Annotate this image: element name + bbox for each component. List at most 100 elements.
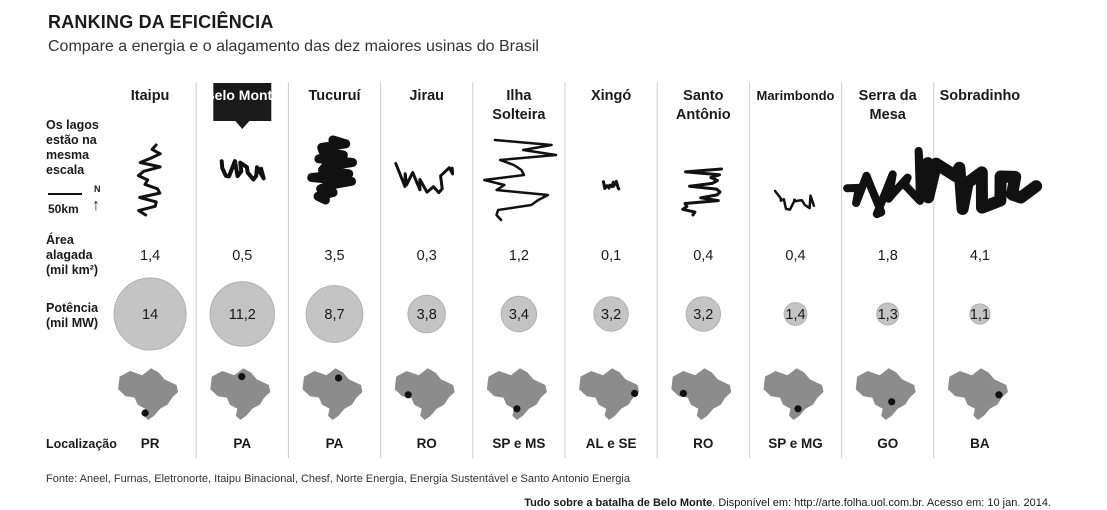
area-value: 0,4	[785, 248, 805, 264]
highlight-box	[213, 83, 272, 121]
brazil-map-icon	[579, 368, 640, 420]
power-value: 1,4	[785, 307, 805, 323]
highlight-pointer	[235, 121, 250, 129]
location-dot	[888, 398, 896, 406]
chart-subtitle: Compare a energia e o alagamento das dez…	[48, 38, 539, 55]
north-label: N	[94, 184, 101, 194]
brazil-map-icon	[671, 368, 732, 420]
location-label: GO	[877, 436, 898, 451]
plant-name-label: Sobradinho	[940, 88, 1021, 104]
plant-name-label: Santo	[683, 88, 723, 104]
area-value: 1,2	[509, 248, 529, 264]
power-row-label: Potência (mil MW)	[46, 301, 99, 330]
plant-name-label: Tucuruí	[308, 88, 361, 104]
power-value: 8,7	[324, 307, 344, 323]
power-value: 3,2	[693, 307, 713, 323]
power-bubble	[407, 294, 446, 334]
location-dot	[238, 373, 246, 381]
lake-shape	[601, 179, 621, 191]
brazil-shape	[394, 368, 455, 420]
brazil-map-icon	[486, 368, 547, 420]
chart-title: RANKING DA EFICIÊNCIA	[48, 12, 274, 32]
power-value: 11,2	[229, 307, 256, 323]
brazil-shape	[671, 368, 732, 420]
scale-line	[48, 193, 82, 195]
plant-name-label: Itaipu	[131, 88, 170, 104]
brazil-shape	[579, 368, 640, 420]
lake-shape	[921, 157, 1043, 215]
source-note: Fonte: Aneel, Furnas, Eletronorte, Itaip…	[46, 473, 630, 485]
plant-name-label: Solteira	[492, 107, 546, 123]
plant-name-label: Mesa	[870, 107, 907, 123]
brazil-map-icon	[302, 368, 363, 420]
brazil-shape	[210, 368, 271, 420]
location-row-label: Localização	[46, 437, 117, 451]
plant-name-label: Belo Monte	[205, 87, 281, 103]
brazil-map-icon	[763, 368, 824, 420]
plant-name-label: Serra da	[859, 88, 918, 104]
lake-shape	[136, 143, 162, 217]
power-bubble	[593, 296, 629, 332]
plant-name-label: Xingó	[591, 88, 631, 104]
power-value: 1,3	[878, 307, 898, 323]
credit-title: Tudo sobre a batalha de Belo Monte	[524, 497, 713, 509]
plant-name-label: Ilha	[506, 88, 532, 104]
brazil-shape	[302, 368, 363, 420]
location-label: AL e SE	[586, 436, 637, 451]
location-dot	[404, 391, 412, 399]
area-value: 0,5	[232, 248, 252, 264]
area-value: 4,1	[970, 248, 990, 264]
brazil-shape	[486, 368, 547, 420]
credit-note: Tudo sobre a batalha de Belo Monte. Disp…	[524, 497, 1051, 509]
location-dot	[513, 405, 521, 413]
lake-shape	[307, 135, 357, 205]
power-bubble	[969, 303, 991, 325]
power-value: 3,2	[601, 307, 621, 323]
power-value: 3,8	[417, 307, 437, 323]
area-value: 0,3	[417, 248, 437, 264]
location-label: RO	[693, 436, 713, 451]
scale-bar: 50km N ↑	[48, 184, 138, 224]
location-label: SP e MS	[492, 436, 545, 451]
power-bubble	[876, 302, 900, 326]
lake-shape	[843, 146, 926, 219]
lake-shape	[681, 167, 723, 217]
area-value: 0,4	[693, 248, 713, 264]
lake-shape	[394, 162, 455, 195]
area-value: 1,4	[140, 248, 160, 264]
location-dot	[334, 374, 343, 382]
power-bubble	[685, 296, 722, 332]
brazil-shape	[947, 368, 1008, 420]
brazil-map-icon	[118, 368, 179, 420]
power-value: 3,4	[509, 307, 529, 323]
location-label: PA	[326, 436, 344, 451]
power-bubble	[305, 285, 364, 343]
brazil-map-icon	[855, 368, 916, 420]
power-value: 14	[142, 307, 158, 323]
brazil-map-icon	[394, 368, 455, 420]
brazil-map-icon	[947, 368, 1008, 420]
location-dot	[141, 409, 149, 417]
area-value: 0,1	[601, 248, 621, 264]
location-label: RO	[417, 436, 437, 451]
credit-rest: . Disponível em: http://arte.folha.uol.c…	[712, 497, 1051, 509]
location-dot	[631, 389, 639, 397]
power-bubble	[500, 295, 538, 333]
power-value: 1,1	[970, 307, 990, 323]
brazil-shape	[855, 368, 916, 420]
area-value: 3,5	[324, 248, 344, 264]
area-row-label: Área alagada (mil km²)	[46, 233, 99, 277]
plant-name-label: Antônio	[676, 107, 731, 123]
lake-shape	[483, 138, 558, 222]
lake-shape	[219, 159, 266, 182]
location-label: BA	[970, 436, 990, 451]
brazil-shape	[763, 368, 824, 420]
efficiency-chart: Itaipu 1,4 14 PR Belo Monte 0,5 11,2 PA Tucuruí 3…	[113, 82, 1043, 458]
brazil-map-icon	[210, 368, 271, 420]
north-arrow-icon: ↑	[92, 197, 100, 214]
location-label: SP e MG	[768, 436, 823, 451]
plant-name-label: Marimbondo	[757, 88, 835, 103]
power-bubble	[113, 277, 187, 351]
location-dot	[679, 389, 687, 397]
location-label: PA	[233, 436, 251, 451]
